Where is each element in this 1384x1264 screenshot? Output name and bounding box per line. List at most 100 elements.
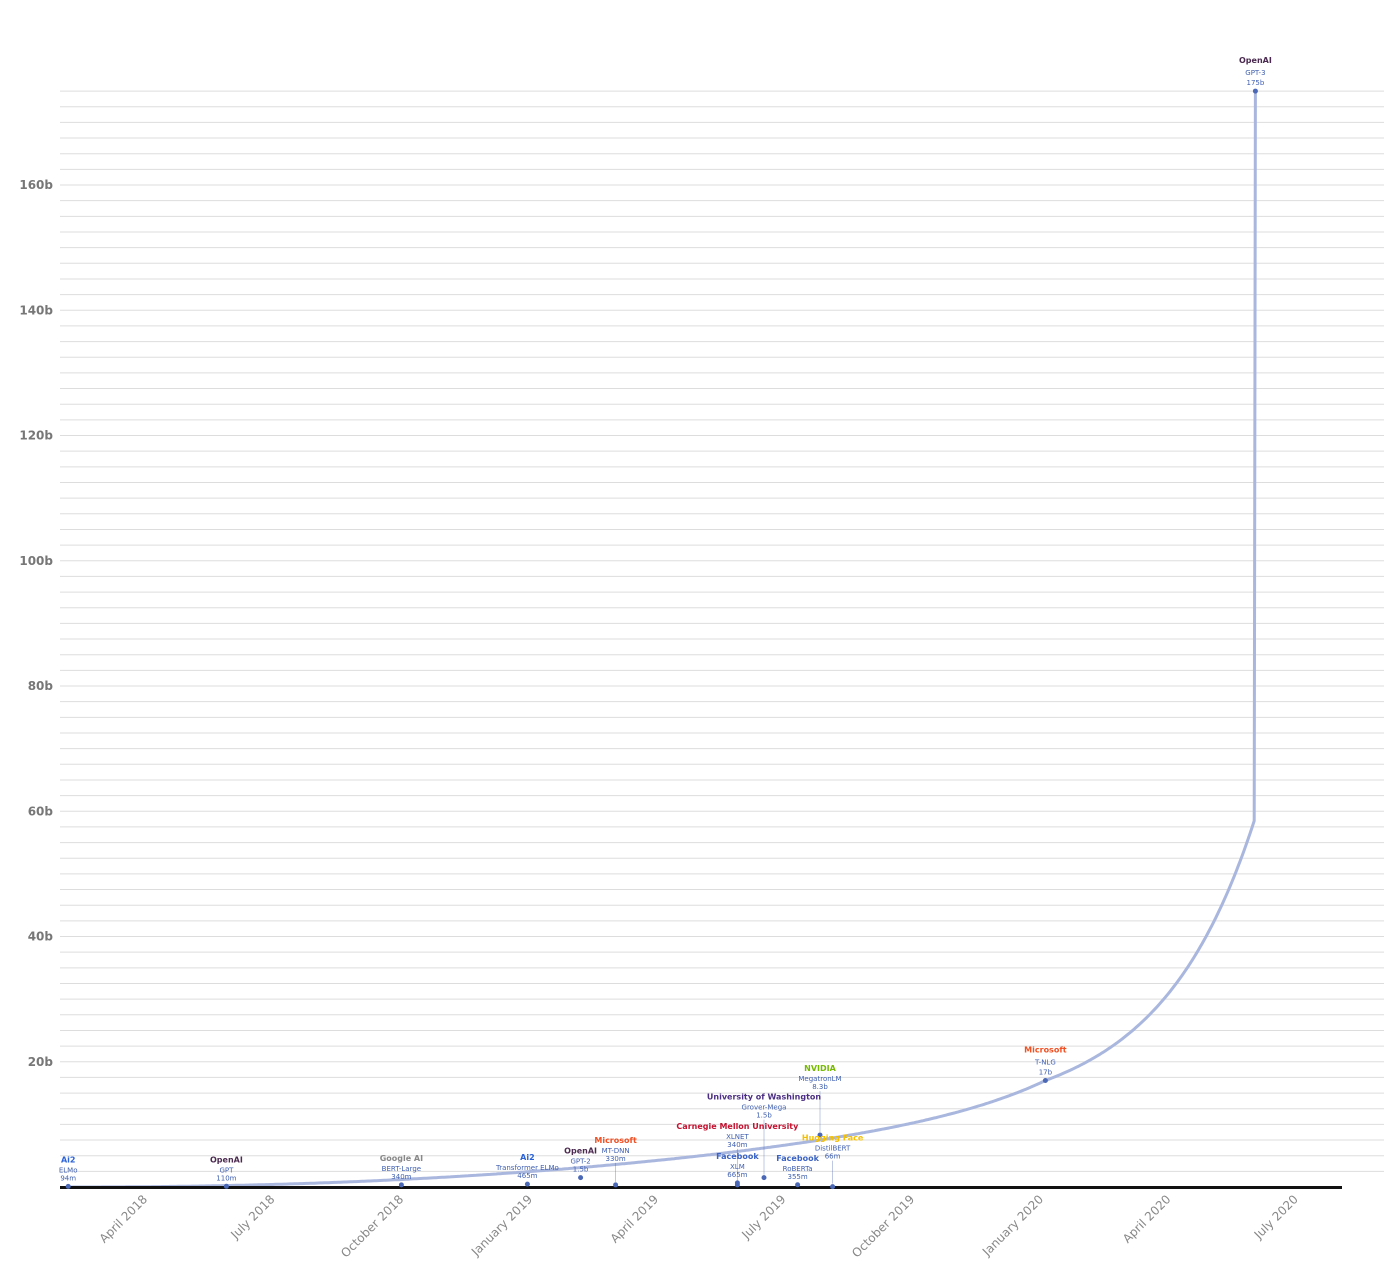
- org-logo: Carnegie Mellon University: [676, 1122, 799, 1131]
- point-marker: [398, 1182, 404, 1188]
- y-tick-label: 140b: [19, 303, 53, 317]
- x-tick-label: April 2019: [608, 1192, 662, 1246]
- label-leader-lines: [615, 1091, 833, 1184]
- model-label: MegatronLM: [798, 1075, 841, 1083]
- point-marker: [613, 1182, 619, 1188]
- x-tick-label: July 2020: [1251, 1192, 1301, 1242]
- model-label: XLM: [730, 1163, 745, 1171]
- trend-line: [68, 91, 1257, 1189]
- params-label: 330m: [606, 1155, 626, 1163]
- point-marker: [795, 1182, 801, 1188]
- x-tick-label: April 2018: [97, 1192, 151, 1246]
- x-tick-label: October 2018: [338, 1192, 406, 1260]
- gridlines: [60, 90, 1384, 1172]
- point-label: 17b T-NLG Microsoft: [1024, 1046, 1067, 1077]
- org-logo: NVIDIA: [804, 1064, 836, 1073]
- model-label: Transformer ELMo: [495, 1164, 559, 1172]
- y-axis: 20b 40b 60b 80b 100b 120b 140b 160b: [19, 178, 53, 1069]
- x-tick-label: July 2018: [227, 1192, 277, 1242]
- x-tick-label: October 2019: [849, 1192, 917, 1260]
- point-marker: [1252, 88, 1258, 94]
- model-label: GPT-2: [570, 1158, 590, 1166]
- model-label: T-NLG: [1034, 1059, 1056, 1067]
- params-label: 1.5b: [756, 1112, 772, 1120]
- x-tick-label: January 2019: [468, 1192, 535, 1259]
- org-logo: Facebook: [776, 1154, 819, 1163]
- point-marker: [578, 1175, 584, 1181]
- org-logo: Ai2: [520, 1153, 535, 1162]
- org-logo: OpenAI: [210, 1155, 243, 1164]
- y-tick-label: 60b: [28, 804, 54, 818]
- y-tick-label: 40b: [28, 930, 54, 944]
- point-marker: [817, 1132, 823, 1138]
- y-tick-label: 160b: [19, 178, 53, 192]
- data-point-gpt-3: 175b GPT-3 OpenAI: [1239, 56, 1272, 94]
- model-label: RoBERTa: [783, 1165, 813, 1173]
- params-label: 94m: [60, 1174, 76, 1182]
- params-label: 465m: [517, 1172, 537, 1180]
- point-marker: [65, 1183, 71, 1189]
- params-label: 1.5b: [573, 1166, 589, 1174]
- org-logo: OpenAI: [1239, 56, 1272, 65]
- point-marker: [761, 1175, 767, 1181]
- org-logo: University of Washington: [707, 1093, 821, 1102]
- x-axis: April 2018 July 2018 October 2018 January 2…: [97, 1192, 1301, 1260]
- params-label: 340m: [391, 1173, 411, 1181]
- model-label: DistilBERT: [815, 1145, 851, 1153]
- org-logo: Microsoft: [594, 1136, 637, 1145]
- model-label: BERT-Large: [382, 1165, 421, 1173]
- org-logo: Microsoft: [1024, 1046, 1067, 1055]
- point-marker: [830, 1184, 836, 1190]
- model-label: XLNET: [726, 1133, 749, 1141]
- point-marker: [223, 1183, 229, 1189]
- params-label: 175b: [1246, 79, 1264, 87]
- point-marker: [734, 1182, 740, 1188]
- params-label: 355m: [788, 1173, 808, 1181]
- y-tick-label: 80b: [28, 679, 54, 693]
- model-label: MT-DNN: [602, 1147, 630, 1155]
- x-tick-label: April 2020: [1120, 1192, 1174, 1246]
- y-tick-label: 120b: [19, 429, 53, 443]
- params-label: 665m: [727, 1171, 747, 1179]
- params-label: 340m: [727, 1141, 747, 1149]
- point-marker: [524, 1181, 530, 1187]
- params-label: 17b: [1039, 1069, 1053, 1077]
- model-label: ELMo: [59, 1166, 78, 1174]
- org-logo: Hugging Face: [802, 1134, 864, 1143]
- data-point-t-nlg: 17b T-NLG Microsoft: [1024, 1046, 1067, 1084]
- params-label: 110m: [216, 1174, 236, 1182]
- org-logo: Facebook: [716, 1152, 759, 1161]
- org-logo: Ai2: [61, 1155, 76, 1164]
- model-label: Grover-Mega: [742, 1104, 787, 1112]
- model-label: GPT: [219, 1166, 234, 1174]
- x-tick-label: July 2019: [738, 1192, 788, 1242]
- x-tick-label: January 2020: [979, 1192, 1046, 1259]
- data-points: 94mELMoAi2110mGPTOpenAI340mBERT-LargeGoo…: [59, 56, 1272, 1190]
- point-marker: [1042, 1078, 1048, 1084]
- params-label: 8.3b: [812, 1083, 828, 1091]
- y-tick-label: 20b: [28, 1055, 54, 1069]
- point-label: 175b GPT-3 OpenAI: [1239, 56, 1272, 87]
- org-logo: Google AI: [380, 1154, 423, 1163]
